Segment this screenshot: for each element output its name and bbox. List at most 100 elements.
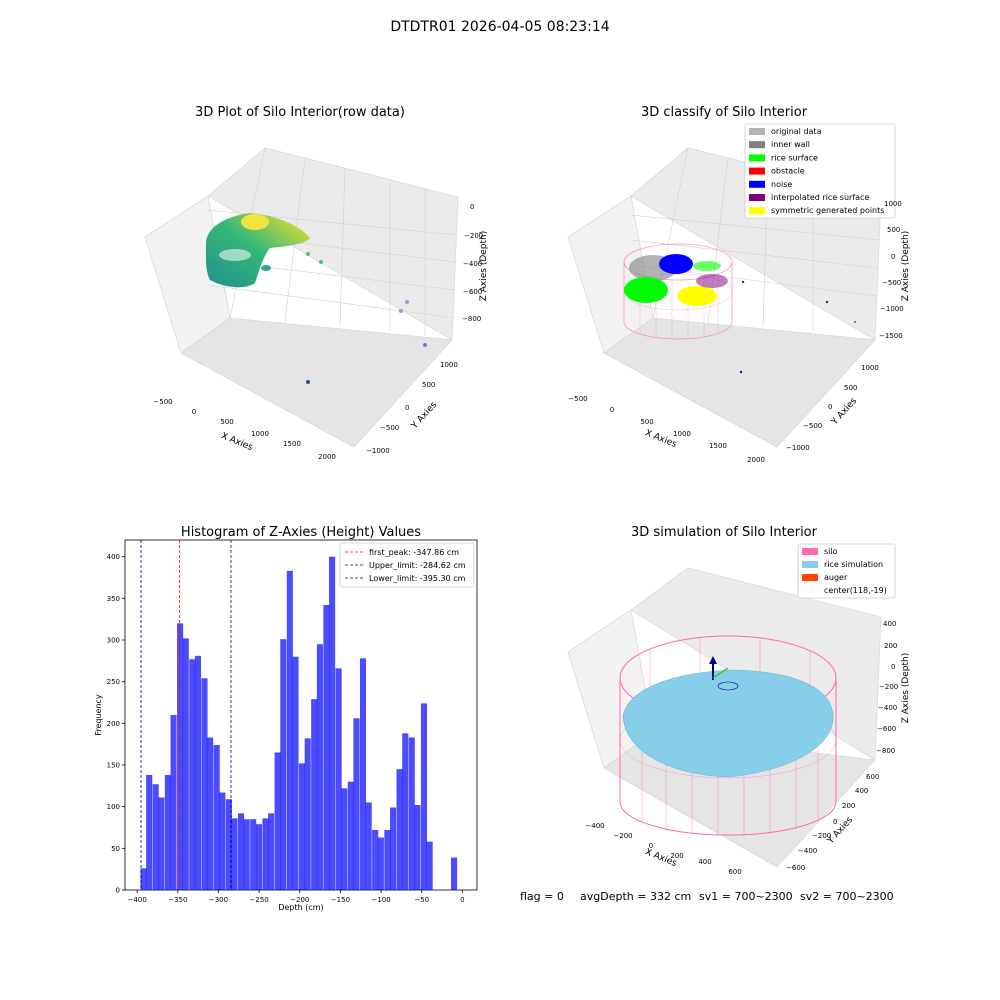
histogram-bar: [213, 745, 220, 890]
panel3-legend-items: first_peak: -347.86 cm Upper_limit: -284.…: [345, 548, 466, 583]
panel1-xticks: −500 0 500 1000 1500 2000: [153, 398, 336, 461]
histogram-bar: [292, 656, 299, 890]
panel-simulation-3d: 3D simulation of Silo Interior si: [567, 525, 911, 876]
histogram-reference-lines: [140, 540, 232, 890]
panel1-ztick: −800: [462, 315, 481, 323]
panel2-xtick: 0: [610, 406, 614, 414]
histogram-bar: [408, 737, 415, 890]
panel4-ytick: −200: [812, 832, 831, 840]
histogram-bar: [384, 830, 391, 890]
legend-swatch: [749, 154, 765, 162]
legend-entry: obstacle: [771, 167, 805, 176]
histogram-bar: [177, 623, 184, 890]
panel2-zlabel: Z Axies (Depth): [901, 231, 911, 302]
histogram-bar: [207, 737, 214, 890]
histogram-bar: [243, 819, 250, 890]
legend-swatch: [749, 128, 765, 135]
histogram-bar: [311, 699, 318, 890]
histogram-bar: [280, 639, 287, 890]
panel1-yticks: −1000 −500 0 500 1000: [366, 361, 458, 455]
sv1-text: sv1 = 700~2300: [699, 890, 793, 903]
histogram-bar: [225, 799, 232, 890]
panel4-ztick: 0: [891, 663, 895, 671]
panel2-ztick: −1500: [879, 332, 903, 340]
panel3-yticks: 0 50 100 150 200 250 300 350 400: [107, 553, 125, 895]
panel1-ztick: −200: [464, 232, 483, 240]
panel4-legend-items: silo rice simulation auger center(118,-19): [802, 547, 887, 595]
histogram-bar: [365, 802, 372, 890]
panel4-ytick: −400: [798, 847, 817, 855]
panel2-xtick: 1000: [673, 430, 691, 438]
histogram-bar: [316, 644, 323, 890]
histogram-bar: [414, 805, 421, 890]
panel4-ytick: 400: [855, 787, 868, 795]
legend-entry: silo: [824, 547, 838, 556]
panel4-xtick: 400: [698, 858, 711, 866]
panel3-xticks: −400 −350 −300 −250 −200 −150 −100 −50 0: [128, 890, 465, 904]
panel4-zticks: −800 −600 −400 −200 0 200 400: [876, 620, 898, 755]
panel1-ytick: 500: [422, 381, 435, 389]
histogram-bar: [152, 784, 159, 890]
panel1-xtick: 500: [220, 418, 233, 426]
panel4-yticks: −600 −400 −200 0 200 400 600: [786, 773, 879, 872]
panel2-xtick: −500: [568, 395, 587, 403]
legend-entry: rice simulation: [824, 560, 883, 569]
histogram-bar: [250, 819, 257, 890]
x-tick-label: −350: [168, 896, 187, 904]
legend-entry: noise: [771, 180, 792, 189]
panel2-xtick: 500: [640, 418, 653, 426]
histogram-bar: [286, 570, 293, 890]
panel1-ytick: 0: [405, 404, 409, 412]
y-tick-label: 350: [107, 595, 120, 603]
histogram-bar: [201, 678, 208, 890]
panel4-zlabel: Z Axies (Depth): [901, 653, 911, 724]
panel1-xtick: 1000: [251, 430, 269, 438]
x-tick-label: −300: [209, 896, 228, 904]
panel1-point-cloud: [205, 213, 427, 384]
panel-classify-3d: 3D classify of Silo Interior: [567, 105, 911, 464]
histogram-bar: [335, 668, 342, 890]
panel4-ztick: 400: [883, 620, 896, 628]
panel1-xtick: −500: [153, 398, 172, 406]
legend-swatch: [802, 561, 818, 568]
legend-entry: inner wall: [771, 140, 810, 149]
panel2-zticks: −1500 −1000 −500 0 500 1000: [879, 200, 904, 340]
x-tick-label: 0: [460, 896, 464, 904]
panel1-ztick: 0: [470, 203, 474, 211]
panel1-xtick: 2000: [318, 453, 336, 461]
panel3-legend: first_peak: -347.86 cm Upper_limit: -284.…: [339, 542, 475, 588]
panel2-legend: original data inner wall rice surface obsta…: [744, 123, 896, 219]
panel4-title: 3D simulation of Silo Interior: [631, 525, 818, 540]
panel4-xticks: −400 −200 0 200 400 600: [585, 822, 741, 876]
x-tick-label: −400: [128, 896, 147, 904]
panel4-legend: silo rice simulation auger center(118,-19): [797, 543, 896, 599]
histogram-bar: [262, 818, 269, 890]
panel3-legend-box: [339, 542, 475, 588]
panel1-xtick: 0: [192, 408, 196, 416]
legend-entry: center(118,-19): [824, 586, 887, 595]
panel2-ytick: −500: [803, 422, 822, 430]
histogram-bar: [255, 824, 262, 890]
legend-entry: Upper_limit: -284.62 cm: [369, 561, 466, 570]
histogram-bar: [347, 781, 354, 890]
panel2-ytick: 1000: [861, 364, 879, 372]
panel3-ylabel: Frequency: [94, 694, 103, 736]
legend-entry: symmetric generated points: [771, 206, 884, 215]
y-tick-label: 400: [107, 553, 120, 561]
panel4-xtick: 200: [670, 852, 683, 860]
panel1-ztick: −600: [463, 288, 482, 296]
legend-entry: Lower_limit: -395.30 cm: [369, 574, 466, 583]
panel4-xtick: 0: [649, 842, 653, 850]
panel2-ztick: −1000: [880, 305, 904, 313]
panel1-ylabel: Y Axies: [409, 400, 439, 432]
panel4-xtick: −200: [613, 832, 632, 840]
panel-raw-3d: 3D Plot of Silo Interior(row data): [144, 105, 489, 461]
histogram-bar: [268, 813, 275, 890]
legend-entry: rice surface: [771, 153, 818, 162]
legend-swatch: [749, 167, 765, 175]
panel2-pane-floor: [603, 317, 876, 448]
panel2-ztick: −500: [882, 279, 901, 287]
y-tick-label: 250: [107, 678, 120, 686]
x-tick-label: −150: [331, 896, 350, 904]
